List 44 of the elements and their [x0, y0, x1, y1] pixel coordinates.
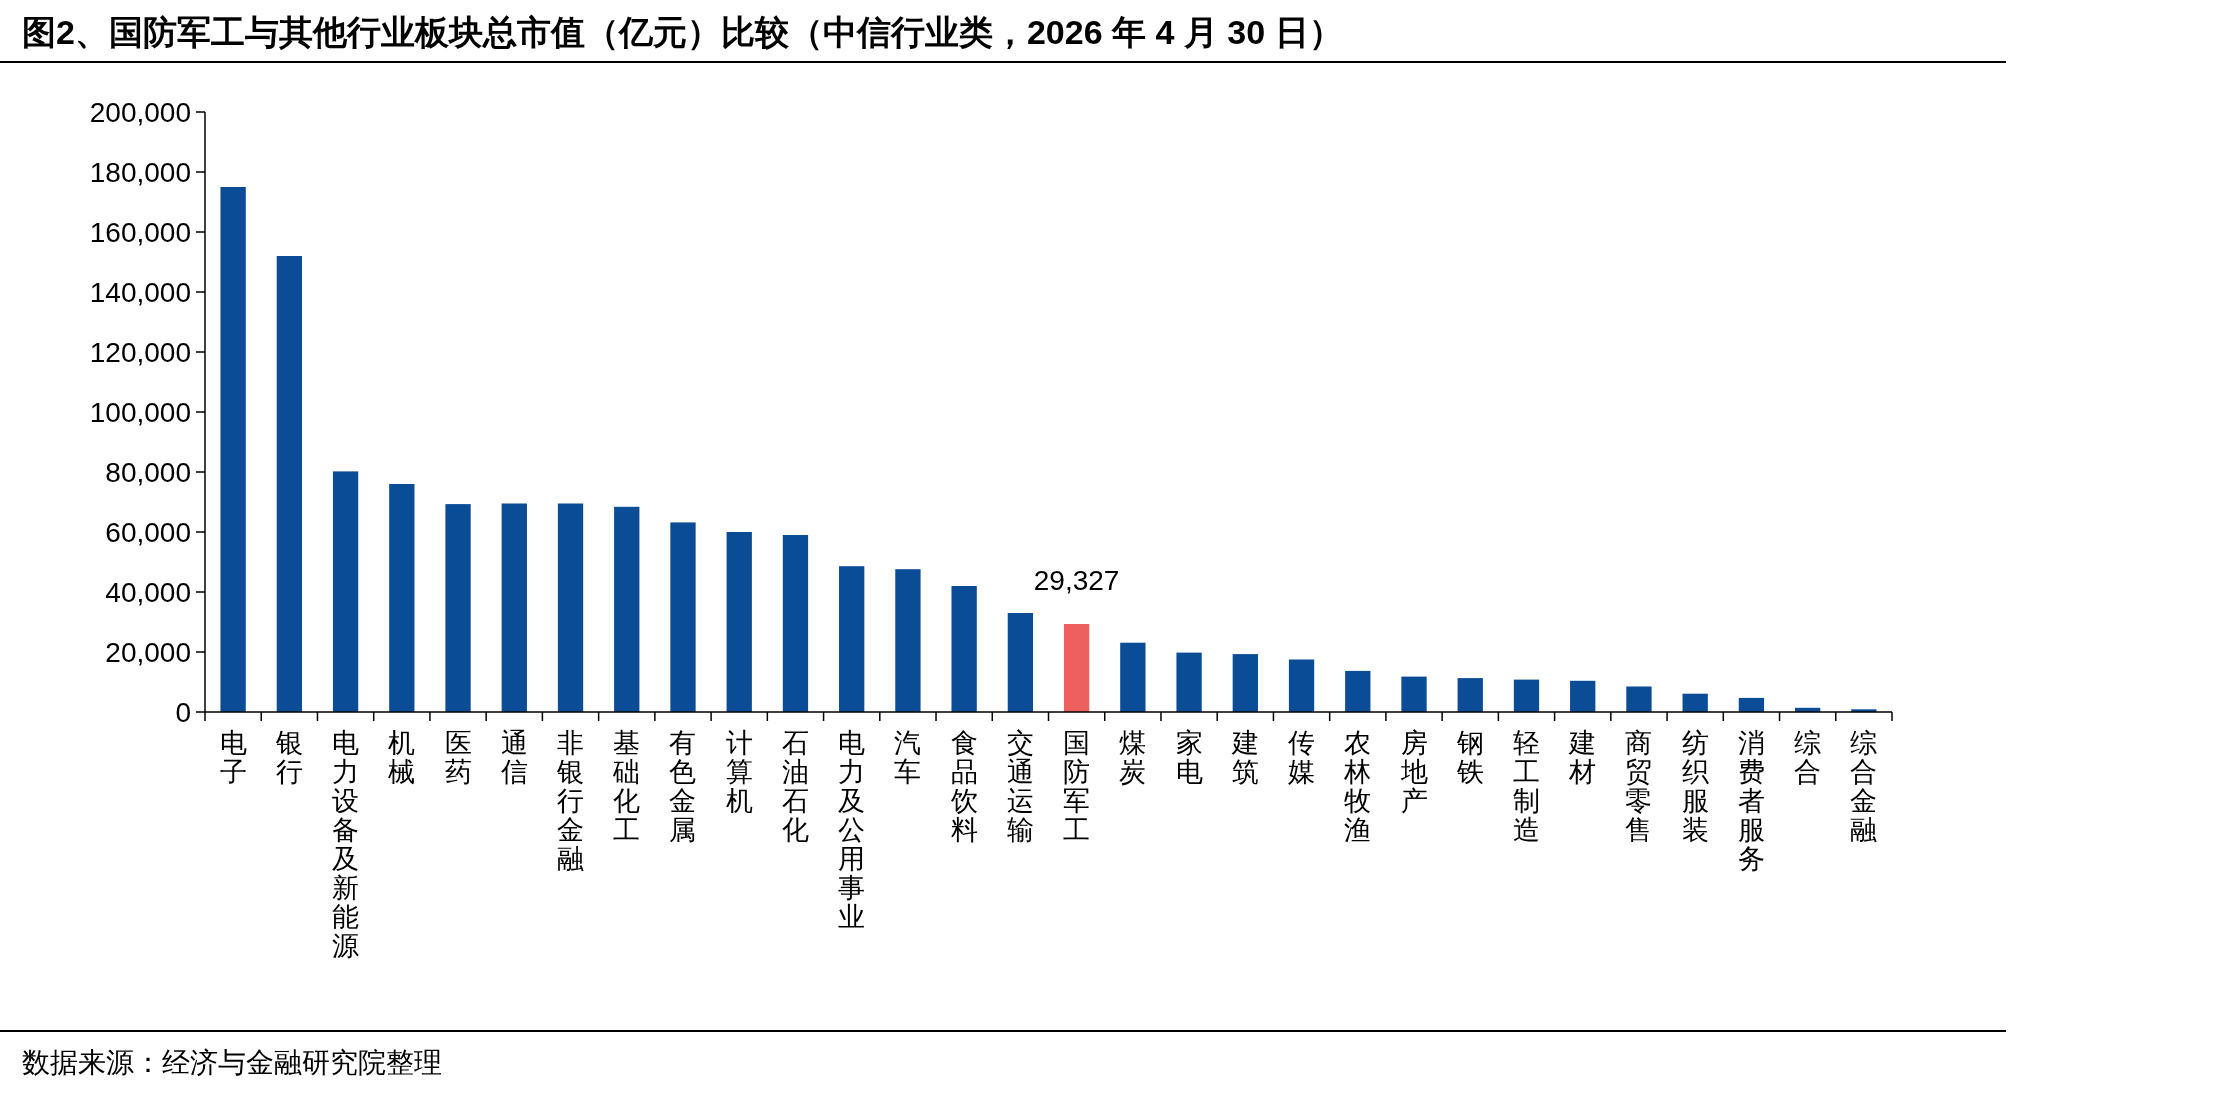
x-tick-label: 国防军工 [1063, 728, 1091, 845]
y-tick-label: 0 [175, 697, 191, 728]
x-tick-label: 医药 [444, 728, 472, 787]
x-tick-label: 轻工制造 [1512, 728, 1540, 845]
y-tick-label: 40,000 [105, 577, 191, 608]
x-tick-label: 基础化工 [612, 728, 641, 845]
x-tick-label: 纺织服装 [1681, 728, 1709, 845]
x-tick-label: 煤炭 [1119, 728, 1147, 787]
x-tick-label: 钢铁 [1455, 728, 1484, 787]
y-tick-label: 100,000 [89, 397, 191, 428]
x-tick-label: 综合金融 [1850, 728, 1878, 845]
x-tick-label: 机械 [388, 728, 416, 787]
x-tick-label: 商贸零售 [1625, 728, 1653, 845]
x-tick-label: 汽车 [894, 728, 922, 787]
data-label: 29,327 [1033, 565, 1120, 597]
x-tick-label: 电子 [219, 728, 247, 787]
x-tick-label: 建材 [1568, 728, 1597, 787]
x-tick-label: 家电 [1175, 728, 1203, 787]
x-tick-label: 综合 [1794, 728, 1822, 787]
x-tick-label: 电力及公用事业 [838, 728, 866, 932]
source-note: 数据来源：经济与金融研究院整理 [22, 1047, 442, 1078]
y-tick-label: 160,000 [89, 217, 191, 248]
y-tick-label: 80,000 [105, 457, 191, 488]
y-tick-label: 140,000 [89, 277, 191, 308]
x-tick-label: 电力设备及新能源 [332, 728, 360, 961]
x-tick-label: 房地产 [1399, 728, 1428, 816]
y-tick-label: 120,000 [89, 337, 191, 368]
x-tick-label: 银行 [274, 728, 303, 787]
x-tick-label: 交通运输 [1006, 728, 1034, 845]
x-tick-label: 通信 [500, 728, 528, 787]
x-tick-label: 建筑 [1230, 728, 1259, 787]
y-tick-label: 20,000 [105, 637, 191, 668]
x-tick-label: 计算机 [725, 728, 753, 816]
x-tick-label: 食品饮料 [949, 728, 978, 845]
y-tick-label: 60,000 [105, 517, 191, 548]
x-tick-label: 传媒 [1288, 728, 1316, 787]
x-tick-label: 有色金属 [669, 728, 697, 845]
chart-title: 图2、国防军工与其他行业板块总市值（亿元）比较（中信行业类，2026 年 4 月 30 日） [22, 13, 1343, 51]
x-tick-label: 农林牧渔 [1343, 728, 1372, 845]
x-tick-label: 消费者服务 [1737, 728, 1765, 874]
y-tick-label: 200,000 [89, 97, 191, 128]
x-tick-label: 非银行金融 [556, 728, 585, 874]
y-tick-label: 180,000 [89, 157, 191, 188]
x-tick-label: 石油石化 [781, 728, 809, 845]
